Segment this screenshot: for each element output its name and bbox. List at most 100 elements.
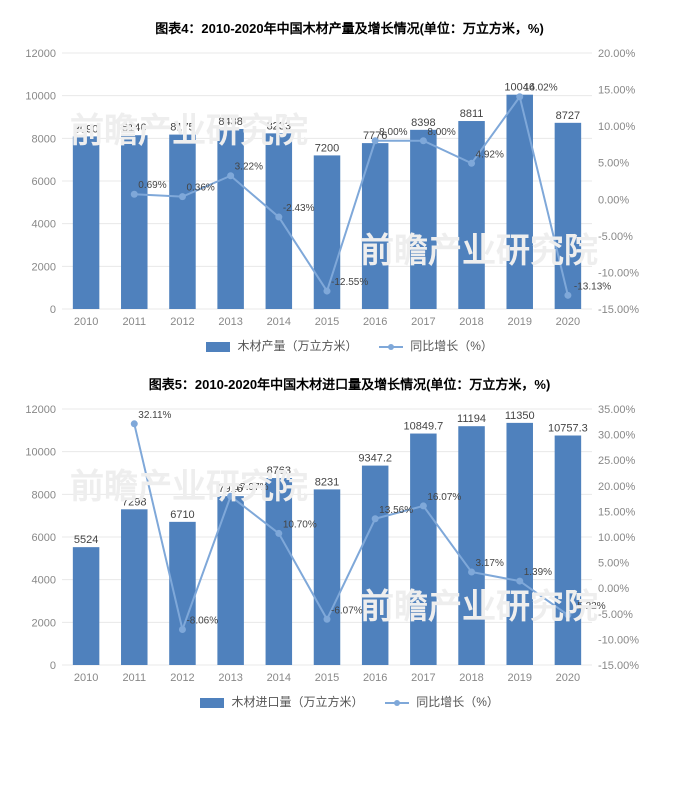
growth-line [134,424,568,630]
svg-text:2016: 2016 [363,316,387,328]
svg-text:7200: 7200 [315,142,339,154]
bar [555,436,582,665]
svg-text:8231: 8231 [315,476,339,488]
svg-text:2020: 2020 [556,672,580,684]
svg-text:-10.00%: -10.00% [598,634,639,646]
chart5-svg: 020004000600080001000012000-15.00%-10.00… [10,399,650,689]
svg-text:8.00%: 8.00% [379,127,407,138]
svg-text:10000: 10000 [25,91,56,103]
svg-text:2010: 2010 [74,672,98,684]
svg-text:0: 0 [50,304,56,316]
svg-text:6000: 6000 [32,176,56,188]
chart4-title: 图表4：2010-2020年中国木材产量及增长情况(单位：万立方米，%) [10,18,689,37]
svg-text:5.00%: 5.00% [598,558,629,570]
svg-text:8763: 8763 [267,465,291,477]
chart5-plot-wrap: 前瞻产业研究院 前瞻产业研究院 020004000600080001000012… [10,399,689,689]
svg-text:2014: 2014 [267,672,291,684]
bar [266,478,293,665]
svg-text:-13.13%: -13.13% [574,281,611,292]
svg-text:2019: 2019 [507,316,531,328]
svg-text:2011: 2011 [122,672,146,684]
svg-text:8233: 8233 [267,120,291,132]
chart4-plot-wrap: 前瞻产业研究院 前瞻产业研究院 020004000600080001000012… [10,43,689,333]
svg-text:16.07%: 16.07% [427,492,461,503]
svg-text:10.00%: 10.00% [598,532,636,544]
svg-text:35.00%: 35.00% [598,404,636,416]
svg-text:5524: 5524 [74,534,98,546]
chart5-legend-bar-label: 木材进口量（万立方米） [231,695,363,709]
svg-text:2000: 2000 [32,617,56,629]
svg-text:9347.2: 9347.2 [358,453,392,465]
svg-text:2018: 2018 [459,672,483,684]
svg-text:25.00%: 25.00% [598,455,636,467]
line-marker [468,160,475,167]
chart4-legend-line-label: 同比增长（%） [410,339,493,353]
bar [217,129,244,309]
svg-text:2013: 2013 [218,672,242,684]
line-marker [516,578,523,585]
svg-text:8811: 8811 [460,108,484,120]
svg-text:30.00%: 30.00% [598,430,636,442]
svg-text:10849.7: 10849.7 [403,421,443,433]
svg-text:8438: 8438 [218,116,242,128]
svg-text:14.02%: 14.02% [524,83,558,94]
svg-text:-6.07%: -6.07% [331,605,363,616]
bar [458,426,485,665]
svg-text:10757.3: 10757.3 [548,423,588,435]
svg-text:-2.43%: -2.43% [283,203,315,214]
svg-text:-10.00%: -10.00% [598,267,639,279]
bar [410,130,437,309]
bar [169,135,196,309]
svg-text:8175: 8175 [170,122,194,134]
bar [73,547,100,665]
svg-text:2017: 2017 [411,672,435,684]
chart4-svg: 020004000600080001000012000-15.00%-10.00… [10,43,650,333]
chart4-legend-bar-label: 木材产量（万立方米） [237,339,357,353]
line-marker [372,137,379,144]
line-marker [227,493,234,500]
svg-text:20.00%: 20.00% [598,48,636,60]
svg-text:13.56%: 13.56% [379,505,413,516]
bar [506,423,533,665]
line-marker [227,172,234,179]
svg-text:2016: 2016 [363,672,387,684]
svg-text:2012: 2012 [170,316,194,328]
svg-text:8090: 8090 [74,123,98,135]
svg-text:6000: 6000 [32,532,56,544]
svg-text:8000: 8000 [32,489,56,501]
svg-text:1.39%: 1.39% [524,567,552,578]
svg-text:2015: 2015 [315,316,339,328]
svg-text:8727: 8727 [556,110,580,122]
svg-text:20.00%: 20.00% [598,481,636,493]
svg-text:4000: 4000 [32,575,56,587]
svg-text:5.00%: 5.00% [598,158,629,170]
svg-text:-15.00%: -15.00% [598,304,639,316]
line-marker [564,611,571,618]
svg-text:-5.22%: -5.22% [574,601,606,612]
svg-text:11194: 11194 [457,413,486,425]
bar [506,95,533,309]
svg-text:0.00%: 0.00% [598,583,629,595]
svg-text:-12.55%: -12.55% [331,277,368,288]
svg-text:8146: 8146 [122,122,146,134]
chart4-legend-bar-swatch [206,342,230,352]
chart4-legend: 木材产量（万立方米） 同比增长（%） [10,337,689,354]
svg-text:2011: 2011 [122,316,146,328]
svg-text:3.22%: 3.22% [235,162,263,173]
svg-text:32.11%: 32.11% [138,410,171,421]
svg-text:0: 0 [50,660,56,672]
line-marker [275,530,282,537]
svg-text:2018: 2018 [459,316,483,328]
bar [73,136,100,309]
line-marker [324,616,331,623]
svg-text:4.92%: 4.92% [476,149,504,160]
bar [410,434,437,665]
line-marker [564,292,571,299]
svg-text:2000: 2000 [32,261,56,273]
svg-text:2014: 2014 [267,316,291,328]
svg-text:12000: 12000 [25,404,56,416]
bar [266,133,293,309]
svg-text:8000: 8000 [32,133,56,145]
svg-text:12000: 12000 [25,48,56,60]
line-marker [131,420,138,427]
